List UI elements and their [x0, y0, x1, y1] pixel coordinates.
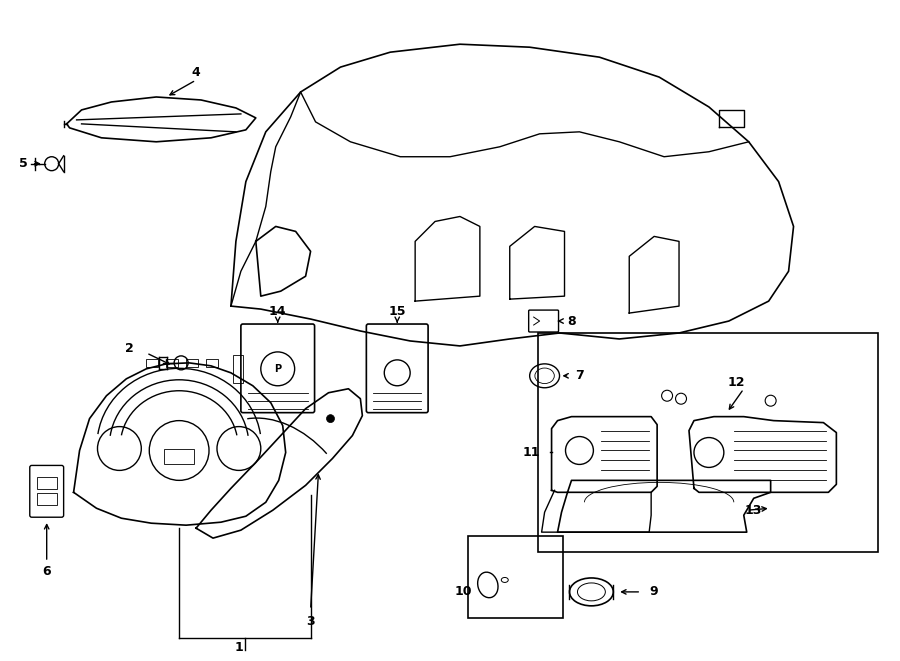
- Text: 15: 15: [389, 305, 406, 317]
- Bar: [166, 359, 178, 367]
- Text: 7: 7: [575, 369, 584, 382]
- Circle shape: [327, 414, 335, 422]
- Bar: [37, 493, 57, 505]
- Text: 14: 14: [269, 305, 286, 317]
- Text: 5: 5: [20, 157, 28, 170]
- Bar: [206, 359, 218, 367]
- Text: 12: 12: [728, 376, 745, 389]
- Bar: [186, 359, 198, 367]
- Bar: [468, 536, 562, 618]
- Text: 3: 3: [306, 615, 315, 628]
- Text: 8: 8: [567, 315, 576, 328]
- Text: 13: 13: [745, 504, 762, 517]
- Text: P: P: [274, 364, 282, 374]
- Text: 10: 10: [454, 586, 472, 598]
- Bar: [147, 359, 158, 367]
- Text: 2: 2: [125, 342, 134, 356]
- Text: 9: 9: [650, 586, 659, 598]
- Text: 11: 11: [522, 446, 540, 459]
- Bar: [537, 333, 878, 552]
- Text: 6: 6: [42, 565, 51, 578]
- Text: 1: 1: [235, 641, 243, 654]
- Bar: [164, 449, 194, 465]
- Bar: [37, 477, 57, 489]
- Text: 4: 4: [192, 65, 201, 79]
- Bar: [233, 355, 243, 383]
